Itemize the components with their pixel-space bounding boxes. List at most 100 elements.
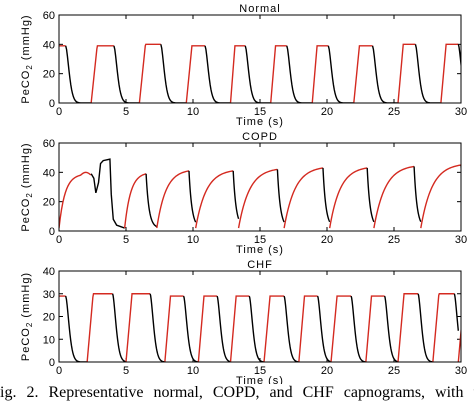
inspiration-trace — [59, 295, 66, 297]
expiration-trace — [316, 295, 332, 362]
expiration-trace — [182, 295, 199, 362]
y-axis-label: PeCO2 (mmHg) — [20, 272, 34, 361]
expiration-trace — [188, 170, 197, 223]
inspiration-trace — [311, 45, 329, 103]
x-tick-label: 30 — [455, 106, 467, 118]
plot-frame — [58, 142, 462, 232]
inspiration-trace — [90, 45, 114, 103]
expiration-trace — [216, 295, 231, 362]
x-tick-label: 25 — [388, 234, 400, 246]
expiration-trace — [413, 166, 422, 223]
expiration-trace — [286, 45, 313, 103]
expiration-trace — [204, 45, 231, 103]
inspiration-trace — [237, 168, 278, 229]
x-tick-label: 30 — [455, 234, 467, 246]
expiration-trace — [90, 158, 125, 229]
y-tick-label: 40 — [43, 266, 55, 278]
expiration-trace — [65, 45, 92, 103]
x-tick-label: 5 — [123, 365, 129, 377]
inspiration-trace — [365, 295, 385, 362]
y-tick-label: 20 — [43, 312, 55, 324]
y-axis-label: PeCO2 (mmHg) — [20, 142, 34, 231]
plot-frame — [58, 270, 462, 363]
expiration-trace — [113, 45, 140, 103]
chart-title: CHF — [247, 259, 273, 271]
plot-frame — [58, 14, 462, 104]
inspiration-trace — [397, 293, 419, 362]
expiration-trace — [232, 170, 240, 219]
expiration-trace — [145, 173, 158, 228]
expiration-trace — [460, 165, 461, 178]
waveform-series — [59, 158, 461, 229]
expiration-trace — [366, 167, 375, 223]
expiration-trace — [383, 295, 399, 362]
expiration-trace — [65, 295, 88, 362]
inspiration-trace — [420, 164, 461, 229]
y-tick-label: 60 — [43, 10, 55, 22]
expiration-trace — [283, 295, 299, 362]
x-tick-label: 15 — [254, 365, 266, 377]
inspiration-trace — [270, 45, 287, 103]
inspiration-trace — [397, 43, 416, 103]
inspiration-trace — [185, 45, 206, 103]
x-tick-label: 0 — [56, 106, 62, 118]
inspiration-trace — [138, 43, 161, 103]
x-tick-label: 0 — [56, 365, 62, 377]
expiration-trace — [327, 45, 354, 103]
y-tick-label: 10 — [43, 334, 55, 346]
x-tick-label: 10 — [187, 365, 199, 377]
expiration-trace — [453, 293, 460, 331]
inspiration-trace — [353, 45, 373, 103]
x-axis-label: Time (s) — [236, 375, 284, 384]
x-tick-label: 25 — [388, 106, 400, 118]
expiration-trace — [248, 295, 265, 362]
inspiration-trace — [59, 171, 92, 229]
inspiration-trace — [328, 167, 368, 229]
inspiration-trace — [164, 295, 184, 362]
inspiration-trace — [263, 295, 285, 362]
inspiration-trace — [194, 170, 234, 229]
inspiration-trace — [373, 165, 415, 229]
expiration-trace — [160, 44, 187, 103]
inspiration-trace — [298, 295, 318, 362]
x-tick-label: 15 — [254, 106, 266, 118]
y-tick-label: 60 — [43, 138, 55, 150]
inspiration-trace — [440, 43, 459, 103]
expiration-trace — [276, 169, 285, 223]
x-tick-label: 5 — [123, 234, 129, 246]
x-axis-label: Time (s) — [236, 244, 284, 256]
expiration-trace — [371, 45, 399, 103]
x-tick-label: 5 — [123, 106, 129, 118]
y-tick-label: 20 — [43, 69, 55, 81]
inspiration-trace — [432, 293, 455, 362]
x-axis-label: Time (s) — [236, 116, 284, 128]
waveform-series — [59, 43, 461, 103]
waveform-series — [59, 293, 461, 362]
y-tick-label: 20 — [43, 197, 55, 209]
inspiration-trace — [156, 170, 190, 229]
expiration-trace — [244, 45, 271, 103]
chart-panel-chf: CHF PeCO2 (mmHg) 0 5 10 15 20 25 30 0 10 20 30 40 Time… — [20, 259, 467, 384]
x-tick-label: 30 — [455, 365, 467, 377]
inspiration-trace — [125, 293, 151, 362]
capnogram-figure: Normal PeCO2 (mmHg) 0 5 10 15 20 25 30 0 20 40 60 Tim… — [20, 3, 467, 384]
inspiration-trace — [229, 45, 246, 103]
y-tick-label: 30 — [43, 289, 55, 301]
x-tick-label: 10 — [187, 234, 199, 246]
chart-panel-normal: Normal PeCO2 (mmHg) 0 5 10 15 20 25 30 0 20 40 60 Tim… — [20, 3, 467, 128]
inspiration-trace — [330, 295, 352, 362]
x-tick-label: 25 — [388, 365, 400, 377]
x-tick-label: 0 — [56, 234, 62, 246]
inspiration-trace — [283, 167, 324, 229]
x-tick-label: 10 — [187, 106, 199, 118]
expiration-trace — [414, 44, 441, 103]
inspiration-trace — [59, 45, 66, 47]
y-axis-label: PeCO2 (mmHg) — [20, 14, 34, 103]
expiration-trace — [149, 293, 165, 362]
chart-panel-copd: COPD PeCO2 (mmHg) 0 5 10 15 20 25 30 0 20 40 60 Time … — [20, 131, 467, 256]
x-tick-label: 20 — [321, 365, 333, 377]
y-tick-label: 40 — [43, 167, 55, 179]
expiration-trace — [322, 167, 331, 223]
x-tick-label: 20 — [321, 234, 333, 246]
expiration-trace — [111, 293, 127, 362]
